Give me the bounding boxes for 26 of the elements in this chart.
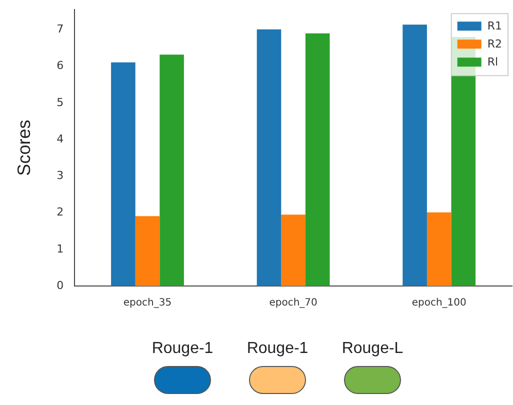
bar <box>305 33 330 286</box>
y-tick-label: 0 <box>56 278 64 292</box>
legend-label: R2 <box>487 37 502 50</box>
bar <box>160 54 184 286</box>
y-tick-label: 1 <box>56 242 64 256</box>
text: Rouge-L <box>342 340 404 358</box>
bar <box>402 24 427 286</box>
text: Rouge-1 <box>246 340 308 358</box>
legend-label: R1 <box>487 19 502 32</box>
text: Rouge-1 <box>152 340 214 358</box>
y-tick-label: 2 <box>56 206 64 219</box>
y-tick-label: 6 <box>56 59 64 72</box>
y-tick-label: 3 <box>56 169 64 182</box>
x-tick-label: epoch_35 <box>123 298 172 309</box>
bar <box>111 62 136 286</box>
bar <box>281 214 306 286</box>
bar <box>135 216 160 286</box>
y-axis-title: Scores <box>14 120 34 176</box>
x-tick-label: epoch_100 <box>412 298 466 309</box>
y-tick-label: 7 <box>56 22 64 36</box>
x-tick-label: epoch_70 <box>269 298 318 309</box>
legend-label: Rl <box>487 55 498 68</box>
bar <box>256 29 282 286</box>
bar <box>426 212 452 286</box>
y-tick-label: 4 <box>56 132 64 146</box>
y-tick-label: 5 <box>56 96 64 109</box>
